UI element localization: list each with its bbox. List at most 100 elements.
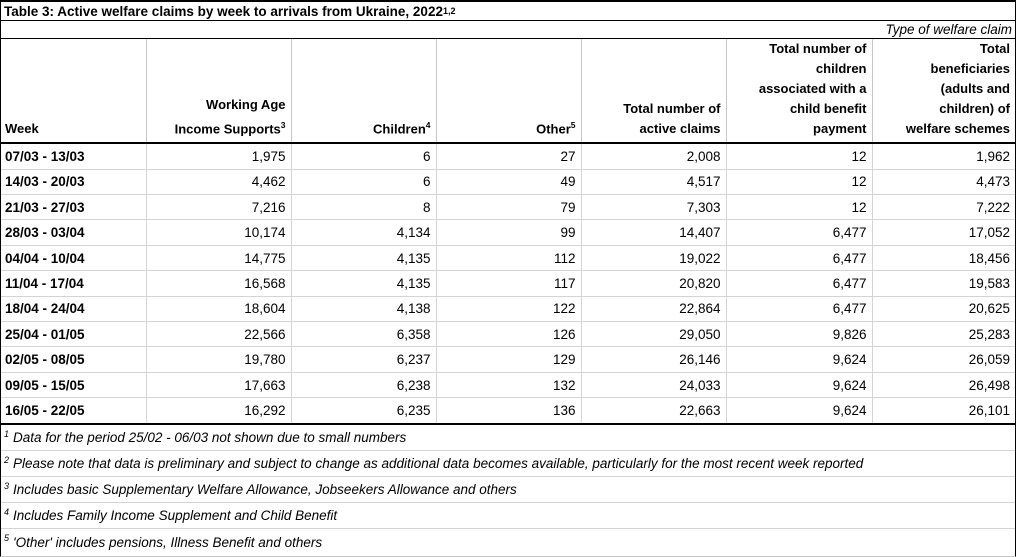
footnote-3: 3 Includes basic Supplementary Welfare Al…	[1, 477, 1015, 503]
value-cell-total-active-claims: 24,033	[580, 372, 726, 398]
table-header-row: Week Working Age Income Supports3 Children4…	[1, 39, 1015, 143]
table-row: 16/05 - 22/05 16,292 6,235 136 22,663 9,624 26…	[1, 397, 1015, 424]
value-cell-children-child-benefit: 9,826	[725, 321, 872, 347]
table-title-superscript: 1,2	[442, 6, 456, 16]
value-cell-children-child-benefit: 9,624	[725, 372, 872, 398]
footnote-superscript: 1	[4, 429, 10, 439]
week-cell: 04/04 - 10/04	[5, 250, 85, 266]
footnote-superscript: 2	[4, 455, 10, 465]
table-row: 02/05 - 08/05 19,780 6,237 129 26,146 9,624 26…	[1, 346, 1015, 373]
week-cell: 02/05 - 08/05	[5, 352, 85, 368]
value-cell-total-active-claims: 26,146	[580, 346, 726, 373]
value-cell-children-child-benefit: 6,477	[725, 219, 872, 246]
value-cell-total-beneficiaries: 25,283	[871, 321, 1015, 347]
footnote-text: 'Other' includes pensions, Illness Benef…	[13, 534, 323, 550]
footnote-superscript: 3	[4, 481, 10, 491]
value-cell-total-beneficiaries: 17,052	[871, 219, 1015, 246]
value-cell-children: 6	[290, 169, 436, 195]
value-cell-total-beneficiaries: 18,456	[871, 245, 1015, 271]
column-header-superscript: 4	[425, 119, 431, 130]
value-cell-total-active-claims: 19,022	[580, 245, 726, 271]
table-row: 07/03 - 13/03 1,975 6 27 2,008 12 1,962	[1, 143, 1015, 170]
value-cell-children: 4,135	[290, 245, 436, 271]
value-cell-working-age-income-supports: 14,775	[145, 245, 291, 271]
footnote-text: Includes basic Supplementary Welfare All…	[13, 482, 517, 497]
value-cell-other: 112	[435, 245, 581, 271]
footnote-text: Includes Family Income Supplement and Ch…	[13, 508, 338, 523]
footnote-1: 1 Data for the period 25/02 - 06/03 not s…	[1, 425, 1015, 451]
table-row: 14/03 - 20/03 4,462 6 49 4,517 12 4,473	[1, 169, 1015, 195]
table-row: 21/03 - 27/03 7,216 8 79 7,303 12 7,222	[1, 194, 1015, 220]
value-cell-total-active-claims: 7,303	[580, 194, 726, 220]
welfare-claims-table: Week Working Age Income Supports3 Children4…	[1, 39, 1015, 425]
table-row: 28/03 - 03/04 10,174 4,134 99 14,407 6,477 17,…	[1, 219, 1015, 246]
footnote-superscript: 4	[4, 507, 10, 517]
value-cell-children-child-benefit: 9,624	[725, 397, 872, 424]
value-cell-working-age-income-supports: 22,566	[145, 321, 291, 347]
value-cell-total-beneficiaries: 19,583	[871, 270, 1015, 297]
week-cell: 07/03 - 13/03	[5, 148, 85, 164]
value-cell-total-beneficiaries: 1,962	[871, 143, 1015, 170]
value-cell-other: 122	[435, 296, 581, 322]
week-cell: 14/03 - 20/03	[5, 174, 85, 190]
column-header-week: Week	[5, 121, 39, 136]
table-header: Week Working Age Income Supports3 Children4…	[1, 39, 1015, 143]
table-body: 07/03 - 13/03 1,975 6 27 2,008 12 1,962 14/03 -…	[1, 143, 1015, 424]
column-header-children-child-benefit: Total number of children associated with a…	[725, 39, 872, 143]
value-cell-working-age-income-supports: 17,663	[145, 372, 291, 398]
value-cell-children: 4,135	[290, 270, 436, 297]
week-cell: 28/03 - 03/04	[5, 225, 85, 241]
value-cell-other: 117	[435, 270, 581, 297]
footnote-2: 2 Please note that data is preliminary an…	[1, 451, 1015, 477]
column-header-children: Children4	[290, 39, 436, 143]
value-cell-children: 6,238	[290, 372, 436, 398]
column-header-total-active-claims: Total number of active claims	[580, 39, 726, 143]
value-cell-other: 132	[435, 372, 581, 398]
value-cell-working-age-income-supports: 19,780	[145, 346, 291, 373]
value-cell-other: 27	[435, 143, 581, 170]
column-header-superscript: 5	[570, 119, 576, 130]
value-cell-children-child-benefit: 12	[725, 194, 872, 220]
week-cell: 11/04 - 17/04	[5, 275, 84, 291]
value-cell-children: 6,235	[290, 397, 436, 424]
value-cell-working-age-income-supports: 1,975	[145, 143, 291, 170]
footnote-5: 5 'Other' includes pensions, Illness Bene…	[1, 529, 1015, 555]
value-cell-total-beneficiaries: 20,625	[871, 296, 1015, 322]
value-cell-children: 6	[290, 143, 436, 170]
value-cell-total-beneficiaries: 26,101	[871, 397, 1015, 424]
column-header-superscript: 3	[280, 119, 286, 130]
footnote-superscript: 5	[4, 533, 10, 543]
value-cell-total-active-claims: 29,050	[580, 321, 726, 347]
value-cell-total-beneficiaries: 7,222	[871, 194, 1015, 220]
value-cell-total-active-claims: 2,008	[580, 143, 726, 170]
value-cell-children: 6,237	[290, 346, 436, 373]
value-cell-working-age-income-supports: 7,216	[145, 194, 291, 220]
value-cell-other: 126	[435, 321, 581, 347]
value-cell-children: 4,138	[290, 296, 436, 322]
value-cell-working-age-income-supports: 4,462	[145, 169, 291, 195]
type-of-welfare-claim-label: Type of welfare claim	[1, 21, 1015, 39]
footnote-text: Data for the period 25/02 - 06/03 not sh…	[13, 430, 407, 445]
value-cell-total-active-claims: 14,407	[580, 219, 726, 246]
value-cell-children-child-benefit: 9,624	[725, 346, 872, 373]
value-cell-total-beneficiaries: 26,059	[871, 346, 1015, 373]
value-cell-working-age-income-supports: 16,568	[145, 270, 291, 297]
value-cell-total-active-claims: 4,517	[580, 169, 726, 195]
week-cell: 21/03 - 27/03	[5, 199, 85, 215]
value-cell-children-child-benefit: 12	[725, 143, 872, 170]
value-cell-working-age-income-supports: 16,292	[145, 397, 291, 424]
value-cell-children: 8	[290, 194, 436, 220]
value-cell-children-child-benefit: 6,477	[725, 245, 872, 271]
table-row: 04/04 - 10/04 14,775 4,135 112 19,022 6,477 18…	[1, 245, 1015, 271]
footnote-4: 4 Includes Family Income Supplement and C…	[1, 503, 1015, 529]
value-cell-other: 136	[435, 397, 581, 424]
value-cell-children: 6,358	[290, 321, 436, 347]
table-row: 25/04 - 01/05 22,566 6,358 126 29,050 9,826 25…	[1, 321, 1015, 347]
value-cell-total-active-claims: 22,864	[580, 296, 726, 322]
value-cell-other: 79	[435, 194, 581, 220]
value-cell-children-child-benefit: 6,477	[725, 296, 872, 322]
value-cell-other: 49	[435, 169, 581, 195]
value-cell-total-beneficiaries: 4,473	[871, 169, 1015, 195]
week-cell: 09/05 - 15/05	[5, 377, 85, 393]
value-cell-children-child-benefit: 6,477	[725, 270, 872, 297]
